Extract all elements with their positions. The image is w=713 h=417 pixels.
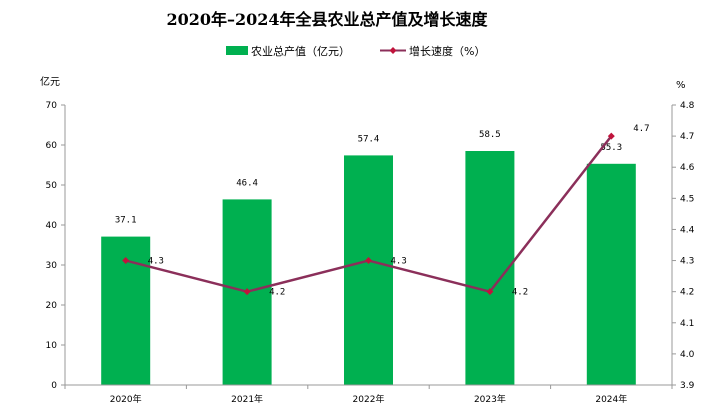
left-tick-label: 0 xyxy=(51,381,57,391)
right-tick-label: 4.1 xyxy=(680,319,694,329)
right-tick-label: 4.4 xyxy=(680,225,695,235)
left-tick-label: 10 xyxy=(46,341,58,351)
x-tick-label: 2020年 xyxy=(110,393,142,405)
x-tick-label: 2022年 xyxy=(353,393,385,405)
x-tick-label: 2021年 xyxy=(231,393,263,405)
left-tick-label: 70 xyxy=(46,101,58,111)
bar-data-label: 37.1 xyxy=(115,216,137,226)
left-tick-label: 20 xyxy=(46,301,58,311)
line-point xyxy=(486,288,494,296)
right-tick-label: 4.6 xyxy=(680,163,695,173)
right-tick-label: 4.3 xyxy=(680,257,694,267)
right-axis: 3.9 4.0 4.1 4.2 4.3 4.4 4.5 4.6 4.7 4.8 xyxy=(671,101,695,391)
legend: 农业总产值（亿元） 增长速度（%） xyxy=(226,44,485,58)
right-tick-label: 4.8 xyxy=(680,101,695,111)
left-tick-label: 50 xyxy=(46,181,58,191)
x-axis: 2020年 2021年 2022年 2023年 2024年 xyxy=(64,384,673,405)
legend-line-marker xyxy=(389,47,397,54)
right-tick-label: 3.9 xyxy=(680,381,695,391)
bar-data-label: 46.4 xyxy=(236,178,258,188)
x-tick-label: 2023年 xyxy=(474,393,506,405)
right-tick-label: 4.2 xyxy=(680,288,694,298)
line-data-label: 4.2 xyxy=(269,288,285,298)
line-point xyxy=(365,257,372,265)
legend-line-label: 增长速度（%） xyxy=(409,44,485,58)
left-tick-label: 30 xyxy=(46,261,58,271)
bar-data-label: 55.3 xyxy=(600,143,622,153)
left-tick-label: 60 xyxy=(46,141,58,151)
line-data-label: 4.7 xyxy=(633,124,649,134)
bar xyxy=(465,151,515,385)
right-tick-label: 4.5 xyxy=(680,194,694,204)
bar-series: 37.1 46.4 57.4 58.5 55.3 xyxy=(101,130,636,385)
right-tick-label: 4.0 xyxy=(680,350,695,360)
line-data-label: 4.3 xyxy=(391,257,407,267)
legend-bar-swatch xyxy=(226,46,248,55)
x-tick-label: 2024年 xyxy=(595,393,627,405)
left-axis-unit: 亿元 xyxy=(40,75,60,88)
right-tick-label: 4.7 xyxy=(680,132,694,142)
bar xyxy=(586,163,636,385)
line-point xyxy=(122,257,130,265)
bar xyxy=(344,155,393,385)
bar-data-label: 57.4 xyxy=(358,134,380,144)
line-data-label: 4.3 xyxy=(148,257,164,267)
bar-data-label: 58.5 xyxy=(479,130,501,140)
right-axis-unit: % xyxy=(676,80,686,91)
line-point xyxy=(243,288,251,296)
legend-bar-label: 农业总产值（亿元） xyxy=(251,44,350,58)
line-point xyxy=(607,132,615,140)
left-axis: 0 10 20 30 40 50 60 70 xyxy=(46,101,66,391)
line-series: 4.3 4.2 4.3 4.2 4.7 xyxy=(122,124,650,298)
line-data-label: 4.2 xyxy=(512,288,528,298)
chart-title: 2020年–2024年全县农业总产值及增长速度 xyxy=(166,10,488,29)
left-tick-label: 40 xyxy=(46,221,58,231)
